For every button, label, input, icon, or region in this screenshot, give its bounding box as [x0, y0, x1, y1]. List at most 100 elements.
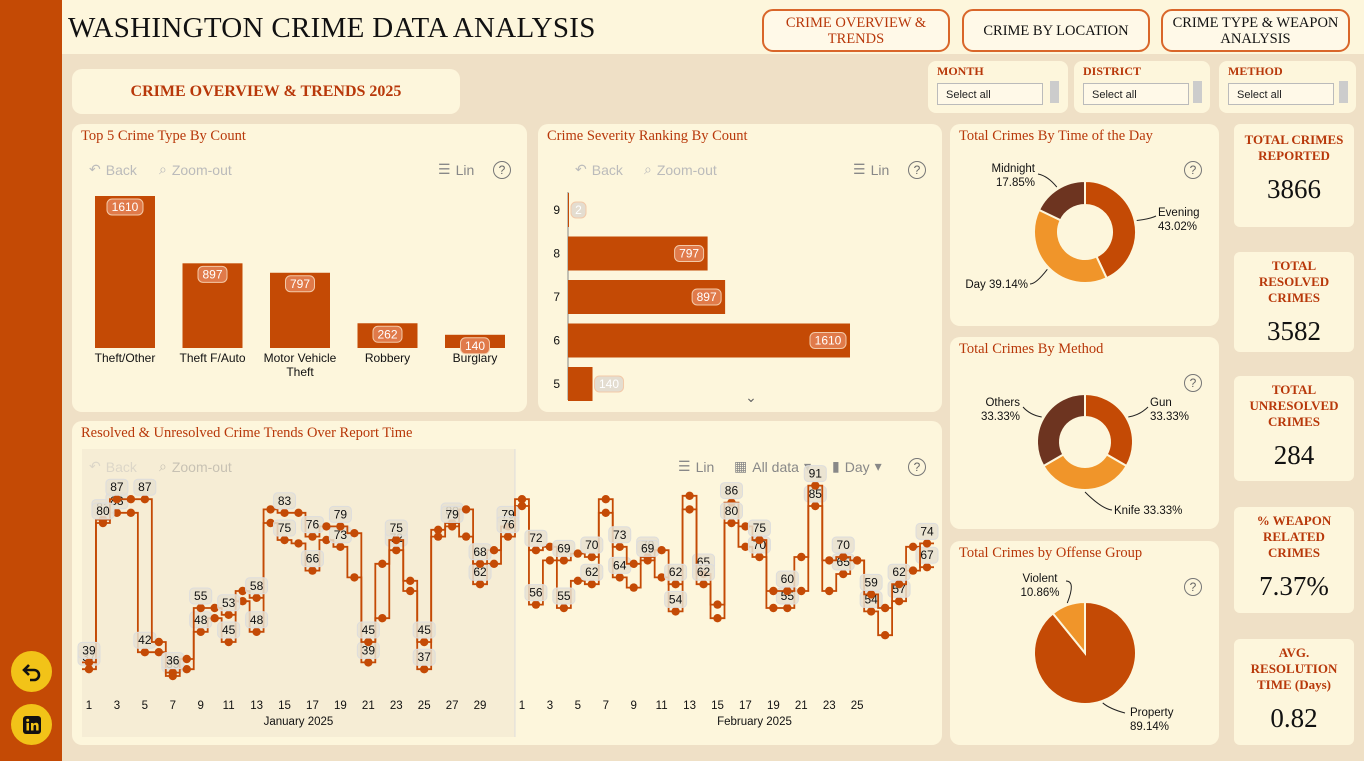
help-icon[interactable]: ?	[493, 161, 511, 179]
help-icon[interactable]: ?	[908, 458, 926, 476]
data-label: 2	[575, 203, 582, 217]
x-tick-label: 11	[656, 700, 668, 712]
lin-button[interactable]: ☰ Lin	[438, 161, 474, 178]
slice-label: Property	[1130, 707, 1174, 719]
lin-button[interactable]: ☰ Lin	[678, 458, 714, 475]
x-tick-label: 9	[631, 700, 637, 712]
help-icon[interactable]: ?	[1184, 578, 1202, 596]
data-point	[280, 508, 289, 517]
data-label-bg	[328, 505, 352, 523]
data-label-bg	[580, 536, 604, 554]
data-label-bg	[77, 641, 101, 659]
data-label-bg	[552, 539, 576, 557]
help-icon[interactable]: ?	[1184, 161, 1202, 179]
data-point	[489, 559, 499, 568]
month-slicer[interactable]: MONTH Select all	[928, 61, 1068, 113]
slice	[1036, 392, 1086, 468]
scrollbar[interactable]	[1193, 81, 1202, 103]
data-point	[350, 573, 359, 582]
card-title: Total Crimes by Offense Group	[959, 545, 1143, 561]
data-label: 36	[166, 654, 180, 668]
data-point	[280, 535, 289, 545]
back-button[interactable]: ↶Back	[89, 161, 137, 178]
method-dropdown[interactable]: Select all	[1228, 83, 1334, 105]
data-point	[238, 586, 247, 596]
data-label: 39	[82, 643, 96, 657]
data-point	[797, 552, 806, 562]
data-point	[84, 658, 94, 667]
bar-chart-icon: ▮	[832, 458, 840, 474]
data-label: 73	[613, 528, 627, 542]
top5-bar-chart: Theft/Other 1610 Theft F/Auto 897 Motor Vehi…	[95, 196, 505, 379]
data-point	[322, 522, 331, 531]
x-tick-label: 5	[575, 700, 581, 712]
nav-crime-overview-button[interactable]: CRIME OVERVIEW & TRENDS	[762, 9, 950, 52]
scrollbar[interactable]	[1339, 81, 1348, 103]
data-point	[336, 522, 345, 531]
data-point	[531, 600, 541, 609]
back-arrow-icon[interactable]	[11, 651, 52, 692]
linkedin-icon[interactable]	[11, 704, 52, 745]
kpi-weapon-related: % WEAPON RELATED CRIMES 7.37%	[1234, 507, 1354, 613]
zoom-out-button[interactable]: ⌕Zoom-out	[159, 161, 232, 178]
x-tick-label: 9	[198, 700, 204, 712]
scrollbar[interactable]	[1050, 81, 1059, 103]
card-title: Top 5 Crime Type By Count	[81, 128, 246, 144]
x-tick-label: 7	[170, 700, 176, 712]
data-label-bg	[552, 587, 576, 605]
data-point	[419, 637, 429, 647]
data-label-bg	[217, 594, 241, 612]
lin-button[interactable]: ☰ Lin	[853, 161, 889, 178]
kpi-unresolved-crimes: TOTAL UNRESOLVED CRIMES 284	[1234, 376, 1354, 481]
x-tick-label: 19	[334, 700, 347, 712]
data-label: 262	[377, 327, 397, 341]
lin-label: Lin	[695, 458, 715, 475]
help-icon[interactable]: ?	[1184, 374, 1202, 392]
kpi-label: TOTAL RESOLVED CRIMES	[1258, 258, 1330, 305]
data-label: 56	[529, 586, 543, 600]
data-label-bg	[859, 573, 883, 591]
nav-crime-type-weapon-button[interactable]: CRIME TYPE & WEAPON ANALYSIS	[1161, 9, 1350, 52]
data-point	[98, 518, 108, 528]
data-point	[685, 491, 694, 500]
x-tick-label: 23	[390, 700, 403, 712]
data-label-bg	[300, 550, 324, 568]
month-label: February 2025	[717, 716, 792, 728]
slice-value: 10.86%	[1020, 587, 1059, 599]
day-dropdown[interactable]: ▮ Day ▾	[832, 458, 882, 475]
trend-line-chart: 3781834235484548756673397237806279565562…	[77, 449, 939, 737]
data-label: 70	[585, 538, 599, 552]
data-point	[475, 559, 485, 568]
nav-label: CRIME OVERVIEW & TRENDS	[785, 14, 927, 47]
nav-crime-by-location-button[interactable]: CRIME BY LOCATION	[962, 9, 1150, 52]
zoom-out-button[interactable]: ⌕Zoom-out	[644, 161, 717, 178]
data-point	[839, 552, 848, 562]
data-label-bg	[915, 522, 939, 540]
data-label: 45	[418, 623, 432, 637]
district-dropdown[interactable]: Select all	[1083, 83, 1189, 105]
list-icon: ☰	[678, 458, 691, 474]
data-point	[517, 495, 527, 504]
offense-group-card: Total Crimes by Offense Group ? Property…	[950, 541, 1219, 745]
data-label-bg	[372, 325, 403, 343]
data-point	[643, 556, 652, 565]
kpi-value: 3866	[1267, 174, 1321, 204]
month-dropdown[interactable]: Select all	[937, 83, 1043, 105]
slice	[1042, 453, 1128, 491]
data-label: 73	[334, 528, 348, 542]
data-label: 66	[306, 552, 320, 566]
leader-line	[1037, 173, 1058, 188]
data-point	[615, 573, 624, 582]
back-button[interactable]: ↶Back	[575, 161, 623, 178]
data-label-bg	[831, 536, 855, 554]
slice	[1033, 208, 1108, 284]
card-title: Crime Severity Ranking By Count	[547, 128, 748, 144]
district-slicer[interactable]: DISTRICT Select all	[1074, 61, 1210, 113]
x-tick-label: 15	[278, 700, 291, 712]
data-label: 72	[529, 531, 543, 545]
data-point	[839, 569, 848, 579]
data-point	[210, 603, 219, 613]
help-icon[interactable]: ?	[908, 161, 926, 179]
method-slicer[interactable]: METHOD Select all	[1219, 61, 1356, 113]
data-point	[84, 665, 94, 674]
